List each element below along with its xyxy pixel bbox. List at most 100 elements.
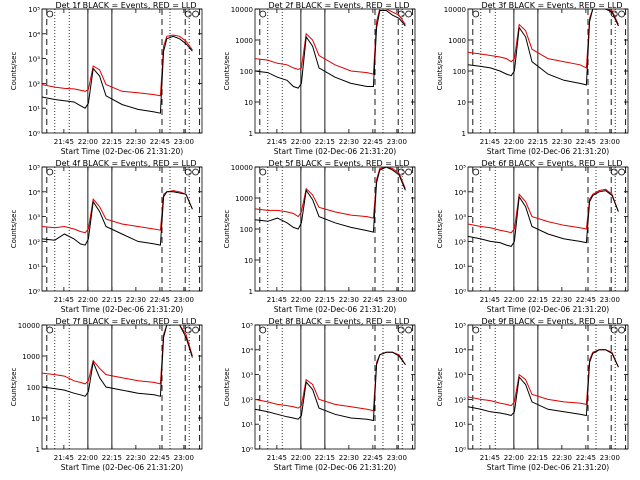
y-tick-label: 10⁴	[454, 189, 466, 197]
marker-circle	[46, 168, 54, 176]
x-tick-label: 22:00	[78, 296, 98, 304]
y-tick-label: 10⁴	[28, 189, 40, 197]
marker-circle	[192, 326, 200, 334]
y-axis-label: Counts/sec	[223, 52, 231, 91]
plot-frame	[254, 166, 416, 292]
x-tick-label: 22:45	[576, 454, 596, 462]
y-tick-label: 10³	[28, 56, 40, 64]
chart-title: Det 4f BLACK = Events, RED = LLD	[55, 159, 196, 168]
y-tick-label: 100	[240, 226, 253, 234]
x-axis-label: Start Time (02-Dec-06 21:31:20)	[487, 463, 609, 472]
chart-title: Det 9f BLACK = Events, RED = LLD	[481, 317, 622, 326]
x-tick-label: 22:15	[315, 138, 335, 146]
x-tick-label: 22:30	[339, 454, 359, 462]
marker-circle	[618, 10, 625, 18]
chart-panel-7: Det 7f BLACK = Events, RED = LLD 1 10 100 10…	[10, 317, 203, 472]
x-tick-label: 22:15	[528, 454, 548, 462]
y-tick-label: 10⁵	[28, 164, 40, 172]
x-tick-label: 22:00	[504, 296, 524, 304]
y-tick-label: 10²	[454, 238, 466, 246]
y-axis-label: Counts/sec	[10, 210, 18, 249]
chart-panel-1: Det 1f BLACK = Events, RED = LLD 10⁰ 10¹ 10…	[10, 1, 203, 156]
x-tick-label: 22:15	[102, 296, 122, 304]
marker-circle	[472, 326, 480, 334]
marker-circle	[405, 326, 413, 334]
y-tick-label: 10⁵	[241, 322, 253, 330]
x-tick-label: 21:45	[54, 138, 74, 146]
y-tick-label: 10	[244, 257, 253, 265]
y-tick-label: 10¹	[454, 263, 466, 271]
chart-panel-9: Det 9f BLACK = Events, RED = LLD 10⁰ 10¹ 10…	[436, 317, 629, 472]
x-tick-label: 22:15	[315, 296, 335, 304]
x-tick-label: 23:00	[174, 138, 194, 146]
x-tick-label: 22:15	[102, 454, 122, 462]
x-tick-label: 21:45	[480, 454, 500, 462]
y-axis-label: Counts/sec	[223, 368, 231, 407]
marker-circle	[192, 168, 200, 176]
events-series-line	[468, 190, 619, 247]
chart-title: Det 2f BLACK = Events, RED = LLD	[268, 1, 409, 10]
lld-series-line	[42, 190, 193, 234]
x-tick-label: 22:30	[339, 296, 359, 304]
y-tick-label: 10000	[231, 6, 253, 14]
chart-title: Det 5f BLACK = Events, RED = LLD	[268, 159, 409, 168]
x-tick-label: 23:00	[387, 454, 407, 462]
y-tick-label: 10⁰	[241, 446, 253, 454]
marker-circle	[259, 168, 267, 176]
x-tick-label: 22:45	[150, 296, 170, 304]
marker-circle	[618, 168, 625, 176]
plot-frame	[41, 166, 203, 292]
y-tick-label: 10	[31, 415, 40, 423]
y-axis-label: Counts/sec	[436, 368, 444, 407]
marker-circle	[46, 326, 54, 334]
y-tick-label: 100	[240, 68, 253, 76]
x-axis-label: Start Time (02-Dec-06 21:31:20)	[61, 305, 183, 314]
y-tick-label: 10²	[241, 396, 253, 404]
chart-panel-2: Det 2f BLACK = Events, RED = LLD 1 10 100 10…	[223, 1, 416, 156]
x-axis-label: Start Time (02-Dec-06 21:31:20)	[61, 147, 183, 156]
x-tick-label: 22:30	[339, 138, 359, 146]
marker-circle	[192, 10, 200, 18]
marker-circle	[259, 10, 267, 18]
y-tick-label: 10⁴	[454, 347, 466, 355]
marker-circle	[184, 168, 192, 176]
y-tick-label: 10¹	[28, 263, 40, 271]
y-tick-label: 10¹	[28, 105, 40, 113]
marker-circle	[405, 10, 413, 18]
x-tick-label: 22:15	[315, 454, 335, 462]
x-tick-label: 21:45	[54, 454, 74, 462]
x-tick-label: 22:45	[363, 454, 383, 462]
x-tick-label: 23:00	[387, 138, 407, 146]
chart-title: Det 8f BLACK = Events, RED = LLD	[268, 317, 409, 326]
x-axis-label: Start Time (02-Dec-06 21:31:20)	[487, 305, 609, 314]
x-tick-label: 22:30	[552, 138, 572, 146]
x-tick-label: 22:45	[363, 296, 383, 304]
x-tick-label: 22:00	[78, 454, 98, 462]
x-tick-label: 22:45	[576, 138, 596, 146]
y-axis-label: Counts/sec	[436, 52, 444, 91]
y-tick-label: 10²	[28, 238, 40, 246]
chart-panel-5: Det 5f BLACK = Events, RED = LLD 1 10 100 10…	[223, 159, 416, 314]
y-axis-label: Counts/sec	[436, 210, 444, 249]
marker-circle	[618, 326, 625, 334]
y-tick-label: 100	[27, 384, 40, 392]
y-tick-label: 10⁴	[28, 31, 40, 39]
x-tick-label: 23:00	[600, 454, 620, 462]
y-tick-label: 1	[36, 446, 40, 454]
marker-circle	[184, 326, 192, 334]
x-tick-label: 23:00	[600, 296, 620, 304]
x-tick-label: 23:00	[387, 296, 407, 304]
chart-title: Det 7f BLACK = Events, RED = LLD	[55, 317, 196, 326]
plot-frame	[41, 324, 203, 450]
y-tick-label: 10⁰	[454, 288, 466, 296]
y-tick-label: 1	[249, 288, 253, 296]
x-tick-label: 22:00	[291, 138, 311, 146]
x-tick-label: 23:00	[174, 296, 194, 304]
x-axis-label: Start Time (02-Dec-06 21:31:20)	[274, 147, 396, 156]
chart-panel-8: Det 8f BLACK = Events, RED = LLD 10⁰ 10¹ 10…	[223, 317, 416, 472]
x-tick-label: 23:00	[174, 454, 194, 462]
y-tick-label: 10³	[454, 372, 466, 380]
marker-circle	[610, 168, 618, 176]
plot-frame	[41, 8, 203, 134]
